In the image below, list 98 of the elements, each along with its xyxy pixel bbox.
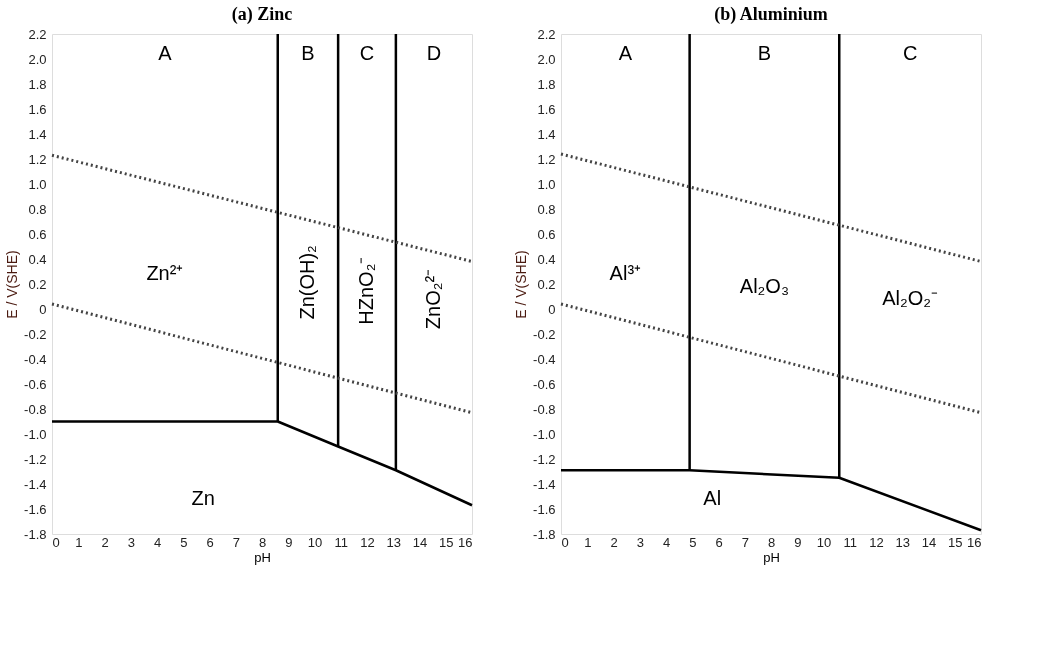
- y-tick-label: -1.2: [24, 451, 47, 467]
- y-tick-label: 1.2: [537, 151, 556, 167]
- y-tick-label: 0.4: [28, 251, 47, 267]
- x-tick-label: 12: [360, 534, 375, 550]
- y-tick-label: 0: [39, 301, 47, 317]
- annotation: Zn: [191, 487, 215, 509]
- y-tick-label: 1.0: [28, 176, 47, 192]
- y-tick-label: 1.8: [28, 76, 47, 92]
- y-axis-title: E / V(SHE): [513, 250, 530, 319]
- x-tick-label: 1: [584, 534, 592, 550]
- x-tick-label: 12: [869, 534, 884, 550]
- y-tick-label: 1.6: [537, 101, 556, 117]
- annotation: Al₂O₃: [739, 274, 790, 297]
- annotation: B: [301, 42, 315, 64]
- x-tick-label: 15: [439, 534, 454, 550]
- annotation: Zn(OH)₂: [295, 245, 318, 320]
- annotation: Zn²⁺: [146, 262, 184, 284]
- y-tick-label: 2.0: [28, 51, 47, 67]
- y-tick-label: 0.4: [537, 251, 556, 267]
- y-tick-label: 0.6: [28, 226, 47, 242]
- x-tick-label: 10: [816, 534, 832, 550]
- x-tick-label: 11: [334, 534, 348, 550]
- x-tick-label: 10: [307, 534, 323, 550]
- x-tick-label: 9: [794, 534, 802, 550]
- y-tick-label: -0.4: [533, 351, 556, 367]
- y-tick-label: -1.4: [533, 476, 556, 492]
- annotation: A: [618, 42, 633, 64]
- y-tick-label: -0.4: [24, 351, 47, 367]
- chart-title: (a) Zinc: [231, 4, 293, 25]
- annotation: C: [902, 42, 918, 64]
- y-tick-label: 0.2: [28, 276, 47, 292]
- y-tick-label: 1.4: [28, 126, 47, 142]
- y-tick-label: -1.4: [24, 476, 47, 492]
- x-tick-label: 5: [689, 534, 697, 550]
- y-tick-label: -0.6: [24, 376, 47, 392]
- x-tick-label: 7: [232, 534, 240, 550]
- y-tick-label: -0.2: [24, 326, 47, 342]
- x-tick-label: 6: [715, 534, 723, 550]
- y-tick-label: -1.8: [24, 526, 47, 542]
- chart-title: (b) Aluminium: [714, 4, 828, 25]
- y-tick-label: -1.6: [24, 501, 47, 517]
- x-axis-title: pH: [763, 549, 780, 565]
- x-tick-label: 13: [895, 534, 910, 550]
- x-tick-label: 4: [153, 534, 162, 550]
- y-tick-label: 0.8: [537, 201, 556, 217]
- annotation: ZnO₂²⁻: [421, 268, 444, 330]
- y-tick-label: -1.8: [533, 526, 556, 542]
- x-axis-title: pH: [254, 549, 271, 565]
- annotation: C: [359, 42, 375, 64]
- y-tick-label: -0.8: [533, 401, 556, 417]
- x-tick-label: 6: [206, 534, 214, 550]
- x-tick-label: 3: [636, 534, 644, 550]
- x-tick-label: 9: [285, 534, 293, 550]
- x-tick-label: 13: [386, 534, 401, 550]
- x-tick-label: 15: [948, 534, 963, 550]
- y-axis-title: E / V(SHE): [4, 250, 21, 319]
- y-tick-label: -1.0: [533, 426, 556, 442]
- x-tick-label: 16: [967, 534, 982, 550]
- x-tick-label: 8: [258, 534, 267, 550]
- x-tick-label: 7: [741, 534, 749, 550]
- annotation: HZnO₂⁻: [355, 256, 377, 325]
- annotation: D: [426, 42, 442, 64]
- y-tick-label: 0.2: [537, 276, 556, 292]
- y-tick-label: -0.6: [533, 376, 556, 392]
- y-tick-label: 0: [548, 301, 556, 317]
- x-tick-label: 0: [52, 534, 60, 550]
- y-tick-label: 1.0: [537, 176, 556, 192]
- x-tick-label: 1: [75, 534, 83, 550]
- y-tick-label: 0.6: [537, 226, 556, 242]
- y-tick-label: 0.8: [28, 201, 47, 217]
- y-tick-label: 1.8: [537, 76, 556, 92]
- annotation: Al³⁺: [609, 262, 642, 284]
- y-tick-label: 2.0: [537, 51, 556, 67]
- annotation: Al₂O₂⁻: [882, 287, 939, 309]
- x-tick-label: 2: [610, 534, 618, 550]
- x-tick-label: 14: [412, 534, 428, 550]
- y-tick-label: -0.2: [533, 326, 556, 342]
- y-tick-label: 2.2: [28, 26, 47, 42]
- x-tick-label: 14: [921, 534, 937, 550]
- y-tick-label: -1.2: [533, 451, 556, 467]
- y-tick-label: 1.6: [28, 101, 47, 117]
- annotation: Al: [703, 487, 722, 509]
- y-tick-label: 1.4: [537, 126, 556, 142]
- x-tick-label: 3: [127, 534, 135, 550]
- y-tick-label: 2.2: [537, 26, 556, 42]
- x-tick-label: 16: [458, 534, 473, 550]
- x-tick-label: 0: [561, 534, 569, 550]
- x-tick-label: 2: [101, 534, 109, 550]
- x-tick-label: 11: [843, 534, 857, 550]
- x-tick-label: 5: [180, 534, 188, 550]
- y-tick-label: -1.0: [24, 426, 47, 442]
- annotation: B: [757, 42, 772, 64]
- x-tick-label: 4: [662, 534, 671, 550]
- x-tick-label: 8: [767, 534, 776, 550]
- y-tick-label: 1.2: [28, 151, 47, 167]
- y-tick-label: -1.6: [533, 501, 556, 517]
- annotation: A: [158, 42, 173, 64]
- y-tick-label: -0.8: [24, 401, 47, 417]
